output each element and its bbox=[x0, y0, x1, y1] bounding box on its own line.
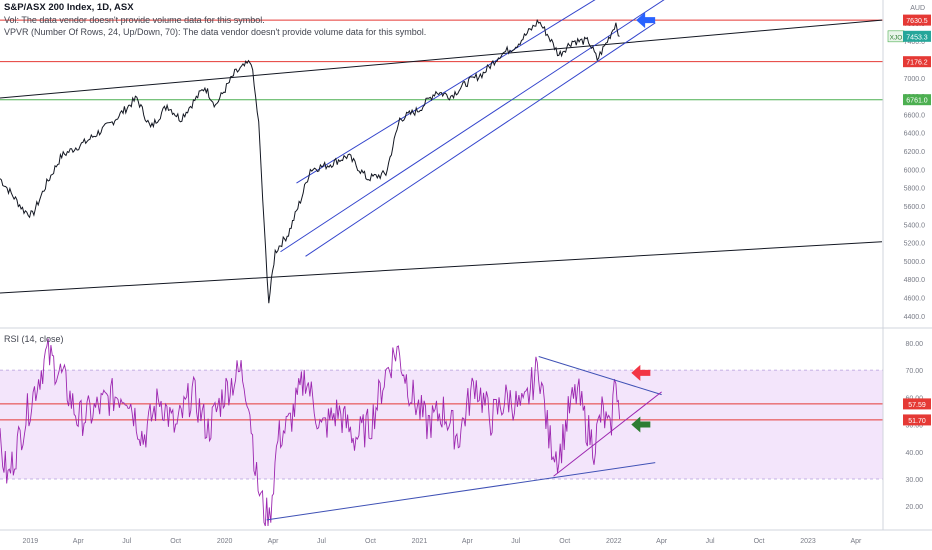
time-axis-tick-label: 2019 bbox=[23, 538, 39, 545]
rsi-axis-tick-label: 20.00 bbox=[905, 504, 923, 511]
price-axis-tick-label: 7000.0 bbox=[904, 76, 926, 83]
price-axis-tick-label: 5800.0 bbox=[904, 186, 926, 193]
rsi-band bbox=[0, 370, 883, 479]
time-axis-tick-label: 2022 bbox=[606, 538, 622, 545]
rsi-trendline[interactable] bbox=[538, 356, 662, 396]
price-axis-tick-label: 5000.0 bbox=[904, 259, 926, 266]
time-axis-tick-label: Apr bbox=[850, 538, 862, 545]
time-axis-tick-label: Oct bbox=[754, 538, 765, 545]
channel-line[interactable] bbox=[305, 22, 656, 257]
rsi-indicator-legend[interactable]: RSI (14, close) bbox=[4, 334, 64, 344]
time-axis-tick-label: 2021 bbox=[412, 538, 428, 545]
red-arrow-icon bbox=[631, 364, 651, 381]
price-trendline[interactable] bbox=[0, 241, 883, 294]
time-axis-tick-label: Apr bbox=[73, 538, 85, 545]
price-level-badge bbox=[903, 94, 931, 106]
price-level-label: 7176.2 bbox=[906, 60, 928, 67]
time-axis-tick-label: Apr bbox=[656, 538, 668, 545]
rsi-axis-tick-label: 50.00 bbox=[905, 423, 923, 430]
price-axis-tick-label: 5400.0 bbox=[904, 222, 926, 229]
rsi-axis-tick-label: 70.00 bbox=[905, 368, 923, 375]
price-axis-tick-label: 6000.0 bbox=[904, 167, 926, 174]
time-axis-tick-label: Jul bbox=[122, 538, 131, 545]
price-level-badge bbox=[903, 14, 931, 26]
chart-title: S&P/ASX 200 Index, 1D, ASX bbox=[4, 2, 134, 13]
time-axis[interactable]: 2019 Apr Jul Oct 2020 Apr Jul Oct 2021 Apr Jul Oct 2… bbox=[23, 538, 862, 545]
price-series[interactable] bbox=[0, 18, 620, 304]
price-axis-tick-label: 4600.0 bbox=[904, 296, 926, 303]
blue-arrow-icon bbox=[636, 12, 656, 29]
time-axis-tick-label: 2023 bbox=[800, 538, 816, 545]
time-axis-tick-label: Jul bbox=[706, 538, 715, 545]
price-axis-tick-label: 7400.0 bbox=[904, 39, 926, 46]
rsi-level-badge bbox=[903, 414, 931, 426]
rsi-axis-tick-label: 80.00 bbox=[905, 341, 923, 348]
time-axis-tick-label: Oct bbox=[170, 538, 181, 545]
time-axis-tick-label: Oct bbox=[365, 538, 376, 545]
time-axis-tick-label: 2020 bbox=[217, 538, 233, 545]
time-axis-tick-label: Apr bbox=[462, 538, 474, 545]
rsi-level-label: 57.59 bbox=[908, 402, 926, 409]
price-level-label: 6761.0 bbox=[906, 98, 928, 105]
green-arrow-icon bbox=[631, 416, 651, 433]
rsi-trendline[interactable] bbox=[266, 462, 656, 521]
price-axis-tick-label: 5200.0 bbox=[904, 241, 926, 248]
price-axis-tick-label: 5600.0 bbox=[904, 204, 926, 211]
price-pane[interactable]: 4400.0 4600.0 4800.0 5000.0 5200.0 5400.0 5600… bbox=[0, 0, 931, 321]
price-axis-tick-label: 6200.0 bbox=[904, 149, 926, 156]
rsi-trendline[interactable] bbox=[553, 391, 662, 477]
time-axis-tick-label: Apr bbox=[268, 538, 280, 545]
price-trendline[interactable] bbox=[0, 19, 883, 99]
time-axis-tick-label: Oct bbox=[559, 538, 570, 545]
vpvr-indicator-legend[interactable]: VPVR (Number Of Rows, 24, Up/Down, 70): … bbox=[4, 27, 427, 37]
rsi-level-badge bbox=[903, 398, 931, 410]
currency-label: AUD bbox=[910, 5, 925, 12]
vol-indicator-legend[interactable]: Vol: The data vendor doesn't provide vol… bbox=[4, 15, 265, 25]
price-level-label: 7630.5 bbox=[906, 18, 928, 25]
price-level-badge bbox=[903, 56, 931, 68]
price-axis-tick-label: 4400.0 bbox=[904, 314, 926, 321]
last-price-label: 7453.3 bbox=[906, 34, 928, 41]
channel-line[interactable] bbox=[296, 0, 661, 184]
rsi-axis-tick-label: 30.00 bbox=[905, 477, 923, 484]
rsi-level-label: 51.70 bbox=[908, 418, 926, 425]
rsi-pane[interactable]: 20.0030.0040.0050.0060.0070.0080.0057.59… bbox=[0, 338, 931, 527]
channel-line[interactable] bbox=[280, 0, 678, 253]
rsi-axis-tick-label: 40.00 bbox=[905, 450, 923, 457]
price-axis-tick-label: 4800.0 bbox=[904, 277, 926, 284]
price-axis-tick-label: 6400.0 bbox=[904, 131, 926, 138]
time-axis-tick-label: Jul bbox=[317, 538, 326, 545]
price-axis-tick-label: 6600.0 bbox=[904, 112, 926, 119]
last-price-badge bbox=[903, 30, 931, 42]
time-axis-tick-label: Jul bbox=[511, 538, 520, 545]
symbol-tag: XJO bbox=[890, 34, 903, 41]
rsi-series[interactable] bbox=[0, 338, 621, 527]
